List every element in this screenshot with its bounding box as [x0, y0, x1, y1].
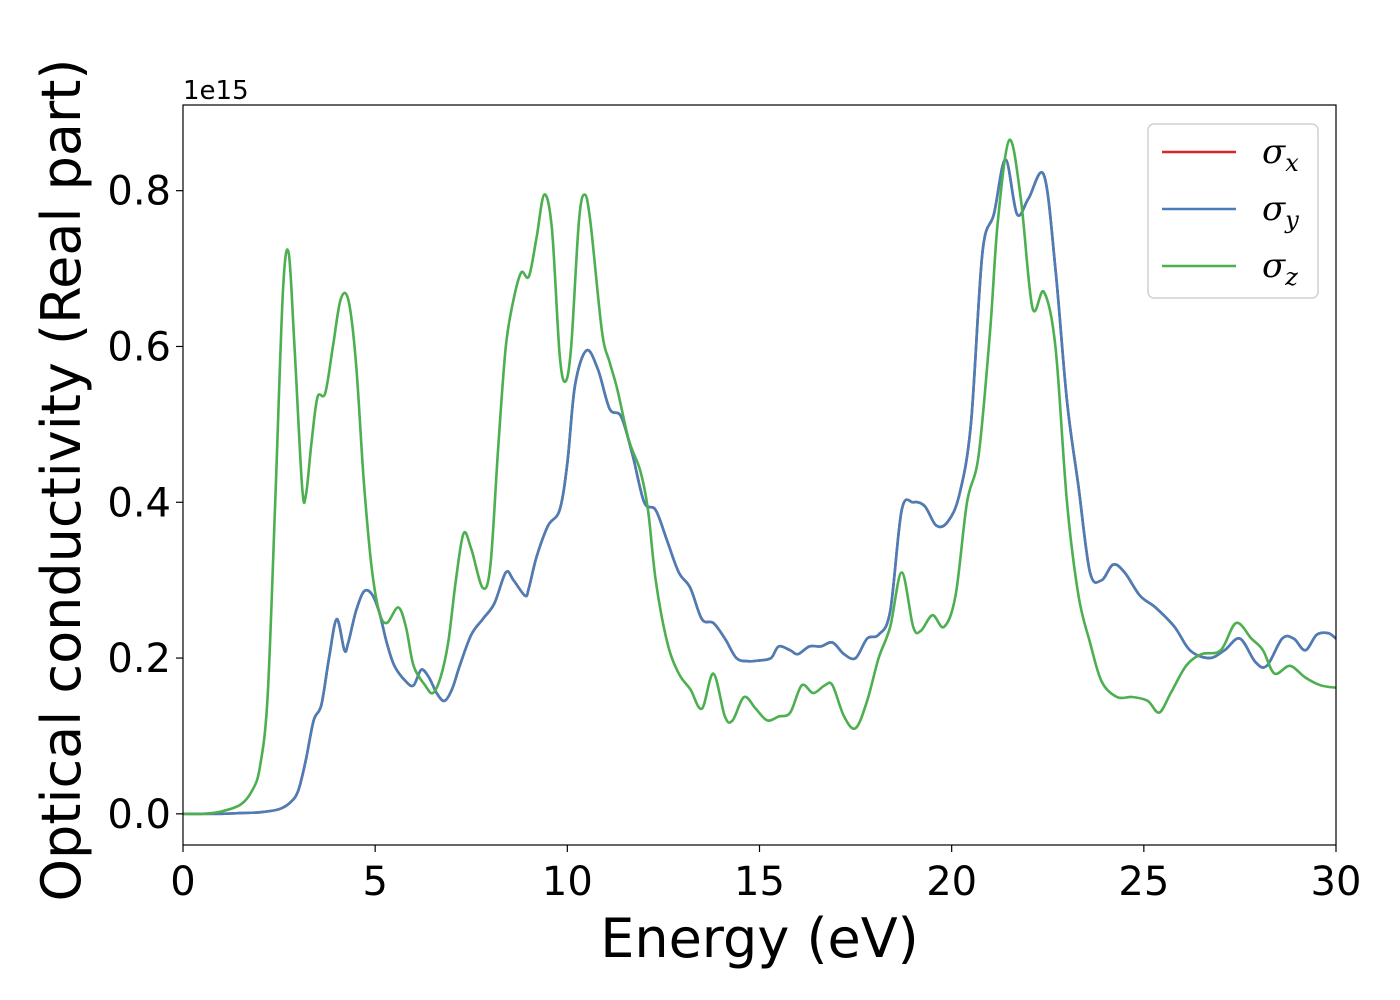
- legend-label-y: σy: [1262, 189, 1299, 234]
- series-layer: [183, 138, 1336, 816]
- series-line-z: [183, 138, 1336, 816]
- x-tick-label: 5: [362, 859, 387, 905]
- y-tick-label: 0.0: [107, 792, 171, 838]
- legend-label-x: σx: [1262, 132, 1299, 177]
- x-tick-label: 30: [1311, 859, 1362, 905]
- y-offset-label: 1e15: [183, 76, 249, 106]
- x-axis-ticks: 0 5 10 15 20 25 30: [170, 845, 1361, 905]
- y-tick-label: 0.8: [107, 169, 171, 215]
- y-tick-label: 0.4: [107, 480, 171, 526]
- x-tick-label: 10: [542, 859, 593, 905]
- y-tick-label: 0.2: [107, 636, 171, 682]
- y-tick-label: 0.6: [107, 324, 171, 370]
- x-tick-label: 25: [1118, 859, 1169, 905]
- legend-box: [1147, 123, 1319, 299]
- legend-label-z: σz: [1262, 246, 1298, 291]
- y-axis-ticks: 0.0 0.2 0.4 0.6 0.8: [107, 169, 183, 838]
- y-axis-label: Optical conductivity (Real part): [30, 59, 93, 902]
- x-tick-label: 20: [926, 859, 977, 905]
- x-axis-label: Energy (eV): [600, 907, 919, 970]
- legend: σx σy σz: [1147, 123, 1319, 299]
- x-tick-label: 0: [170, 859, 195, 905]
- x-tick-label: 15: [734, 859, 785, 905]
